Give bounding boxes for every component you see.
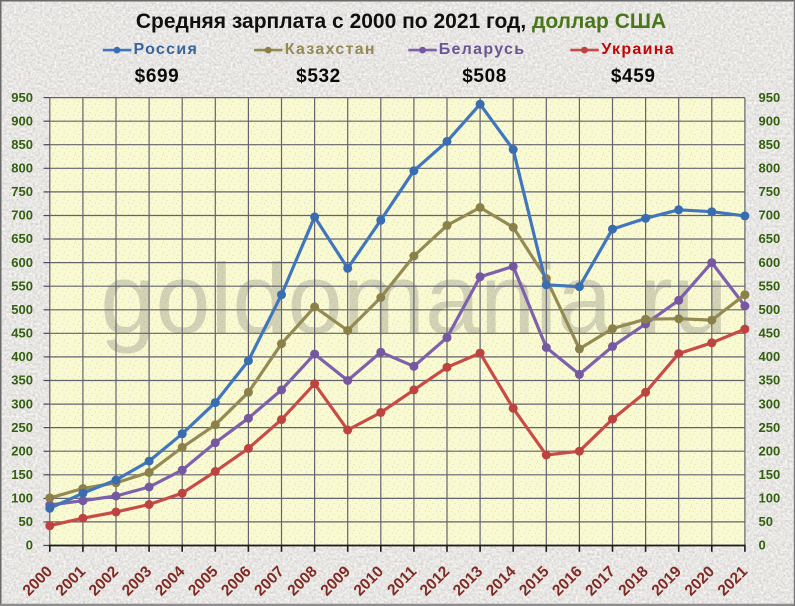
svg-text:50: 50: [19, 514, 33, 529]
svg-text:300: 300: [759, 396, 781, 411]
svg-text:300: 300: [11, 396, 33, 411]
svg-text:250: 250: [759, 420, 781, 435]
svg-text:750: 750: [759, 184, 781, 199]
svg-text:550: 550: [11, 278, 33, 293]
svg-text:500: 500: [759, 302, 781, 317]
svg-text:$459: $459: [611, 66, 656, 87]
svg-text:0: 0: [26, 538, 33, 553]
svg-text:500: 500: [11, 302, 33, 317]
svg-text:100: 100: [11, 491, 33, 506]
svg-text:600: 600: [759, 255, 781, 270]
svg-text:900: 900: [11, 113, 33, 128]
svg-text:900: 900: [759, 113, 781, 128]
svg-text:750: 750: [11, 184, 33, 199]
svg-text:Украина: Украина: [601, 41, 675, 58]
svg-text:350: 350: [11, 373, 33, 388]
svg-text:50: 50: [759, 514, 773, 529]
svg-text:400: 400: [759, 349, 781, 364]
svg-text:250: 250: [11, 420, 33, 435]
svg-text:700: 700: [759, 208, 781, 223]
svg-text:600: 600: [11, 255, 33, 270]
svg-text:Беларусь: Беларусь: [439, 41, 526, 58]
svg-text:150: 150: [759, 467, 781, 482]
svg-text:450: 450: [11, 326, 33, 341]
svg-text:950: 950: [759, 90, 781, 105]
svg-text:850: 850: [11, 137, 33, 152]
svg-text:150: 150: [11, 467, 33, 482]
svg-text:$532: $532: [296, 66, 341, 87]
svg-text:400: 400: [11, 349, 33, 364]
svg-text:$508: $508: [462, 66, 507, 87]
svg-text:100: 100: [759, 491, 781, 506]
svg-text:550: 550: [759, 278, 781, 293]
svg-text:350: 350: [759, 373, 781, 388]
svg-text:700: 700: [11, 208, 33, 223]
svg-text:0: 0: [759, 538, 766, 553]
svg-text:200: 200: [759, 443, 781, 458]
svg-text:Россия: Россия: [134, 41, 199, 58]
svg-text:450: 450: [759, 326, 781, 341]
svg-text:650: 650: [759, 231, 781, 246]
svg-text:Казахстан: Казахстан: [285, 41, 376, 58]
svg-text:950: 950: [11, 90, 33, 105]
svg-text:800: 800: [759, 161, 781, 176]
svg-text:650: 650: [11, 231, 33, 246]
svg-text:Средняя зарплата с 2000 по 202: Средняя зарплата с 2000 по 2021 год, дол…: [136, 10, 666, 33]
svg-text:800: 800: [11, 161, 33, 176]
svg-text:200: 200: [11, 443, 33, 458]
svg-text:850: 850: [759, 137, 781, 152]
svg-text:$699: $699: [135, 66, 180, 87]
